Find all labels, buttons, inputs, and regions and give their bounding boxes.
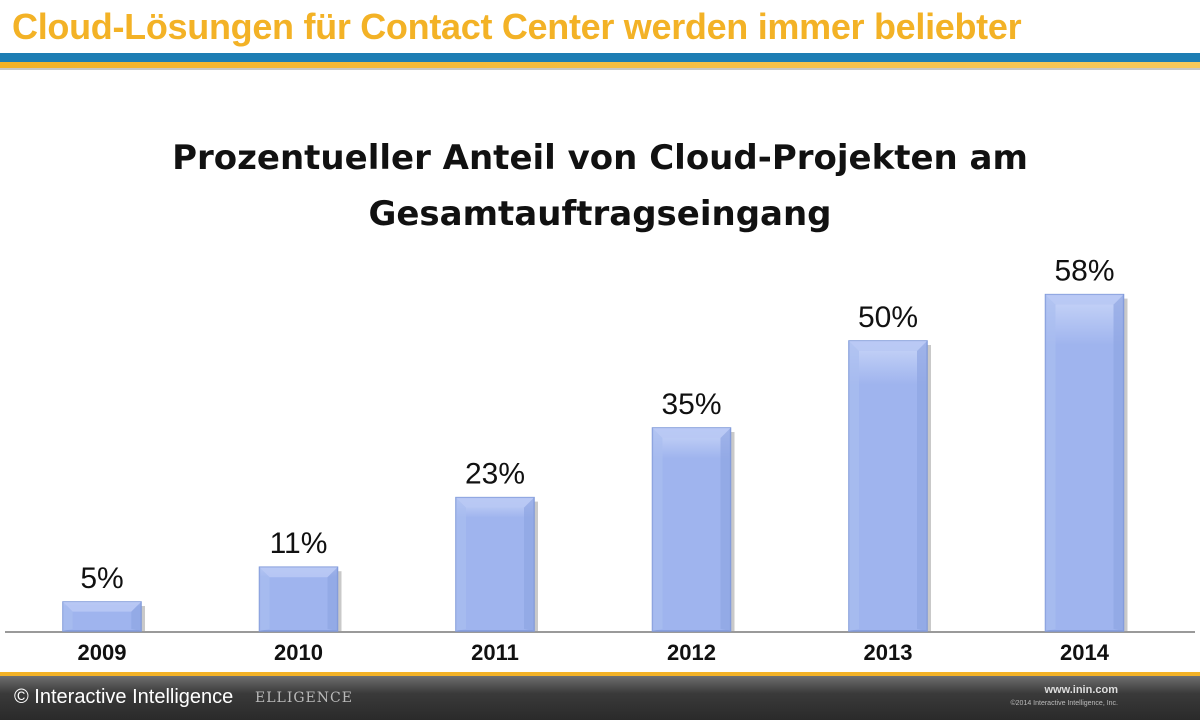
x-tick-label: 2009 bbox=[78, 640, 127, 665]
x-tick-label: 2014 bbox=[1060, 640, 1110, 665]
x-tick-label: 2011 bbox=[471, 640, 519, 665]
bar-value-label: 23% bbox=[465, 458, 525, 491]
chart-title: Prozentueller Anteil von Cloud-Projekten… bbox=[0, 130, 1200, 242]
bar-bevel-top bbox=[652, 428, 731, 438]
bar-bevel-right bbox=[327, 567, 338, 631]
bar-bevel-right bbox=[524, 497, 534, 631]
bar-bevel-left bbox=[849, 341, 859, 631]
slide-title: Cloud-Lösungen für Contact Center werden… bbox=[12, 6, 1022, 47]
bar-bevel-top bbox=[259, 567, 338, 578]
bar-bevel-left bbox=[1045, 294, 1056, 631]
bar-value-label: 35% bbox=[661, 388, 721, 421]
x-tick-label: 2012 bbox=[667, 640, 716, 665]
bar-bevel-top bbox=[849, 341, 927, 351]
x-tick-label: 2010 bbox=[274, 640, 323, 665]
bar bbox=[848, 340, 928, 632]
bar-bevel-right bbox=[131, 602, 141, 631]
bar-bevel-right bbox=[1113, 294, 1124, 631]
bar-value-label: 5% bbox=[80, 562, 123, 595]
bar-bevel-top bbox=[1045, 294, 1124, 305]
header-stripe-gold bbox=[0, 62, 1200, 68]
bar-value-label: 11% bbox=[270, 527, 328, 560]
bar-value-label: 58% bbox=[1054, 255, 1114, 288]
brand-logo-text: ELLIGENCE bbox=[255, 690, 353, 706]
slide-footer bbox=[0, 676, 1200, 720]
bar-bevel-top bbox=[456, 497, 534, 508]
bar bbox=[455, 496, 535, 632]
footer-accent-line bbox=[0, 672, 1200, 676]
small-copyright: ©2014 Interactive Intelligence, Inc. bbox=[1010, 700, 1119, 707]
slide-header: Cloud-Lösungen für Contact Center werden… bbox=[0, 0, 1200, 52]
copyright-text: © Interactive Intelligence bbox=[14, 686, 234, 708]
header-stripe-blue bbox=[0, 53, 1200, 62]
x-tick-label: 2013 bbox=[864, 640, 913, 665]
bar-bevel-left bbox=[259, 567, 270, 631]
chart-title-line-2: Gesamtauftragseingang bbox=[368, 194, 832, 234]
bar-bevel-top bbox=[63, 602, 141, 612]
bar-bevel-left bbox=[456, 497, 466, 631]
bar-value-label: 50% bbox=[858, 301, 918, 334]
bar-bevel-right bbox=[917, 341, 927, 631]
bar-bevel-left bbox=[652, 428, 663, 631]
chart-title-line-1: Prozentueller Anteil von Cloud-Projekten… bbox=[172, 138, 1028, 178]
bar-bevel-left bbox=[63, 602, 73, 631]
website-url: www.inin.com bbox=[1044, 684, 1118, 696]
bar bbox=[651, 427, 732, 632]
bar-bevel-right bbox=[720, 428, 731, 631]
header-stripe-shadow bbox=[0, 68, 1200, 70]
bar bbox=[1044, 293, 1125, 632]
